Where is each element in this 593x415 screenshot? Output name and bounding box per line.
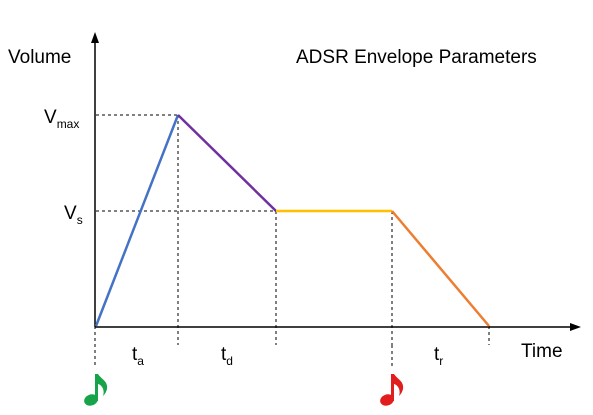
tr-sub: r [439,354,443,368]
ta-main: t [132,344,138,365]
vs-label: Vs [64,203,83,227]
y-axis-label: Volume [8,47,71,68]
vmax-main: V [44,107,57,128]
note-on-music-note-icon [84,374,108,406]
vs-sub: s [77,213,83,227]
decay-segment [177,114,277,212]
vmax-sub: max [57,117,80,131]
ta-label: ta [132,344,144,368]
diagram-title: ADSR Envelope Parameters [296,47,537,68]
tr-main: t [434,344,440,365]
note-off-music-note-icon [380,374,404,406]
tr-label: tr [434,344,443,368]
vs-main: V [64,203,77,224]
attack-segment [94,114,180,327]
guide-lines [94,114,490,368]
x-axis-arrowhead [570,323,581,331]
td-main: t [221,344,227,365]
vmax-label: Vmax [44,107,79,131]
axes [91,32,581,331]
td-label: td [221,344,233,368]
td-sub: d [226,354,233,368]
release-segment [391,210,490,327]
x-axis-label: Time [521,341,563,362]
ta-sub: a [137,354,144,368]
y-axis-arrowhead [91,32,99,43]
